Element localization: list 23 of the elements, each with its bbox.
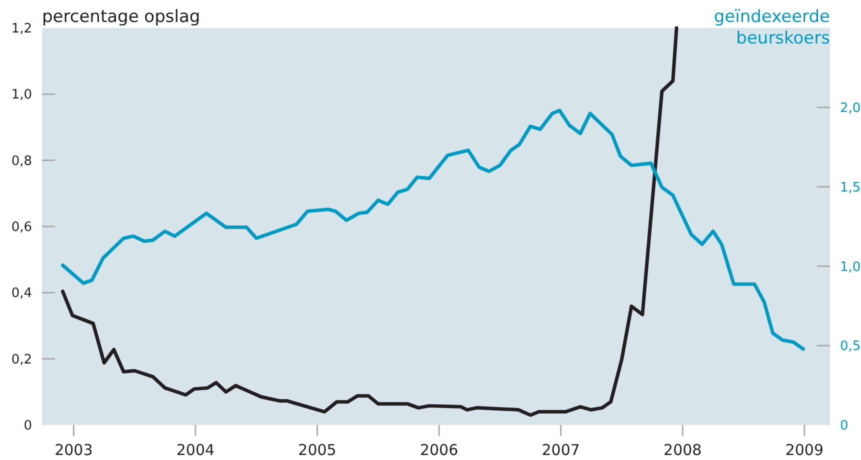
y2-tick-label: 0,5: [840, 339, 861, 354]
x-tick-label: 2006: [420, 441, 458, 459]
x-tick-label: 2004: [176, 441, 215, 459]
y-tick-label: 0,8: [11, 154, 32, 169]
y2-tick-label: 2,0: [840, 100, 861, 116]
y-tick-label: 0,2: [11, 352, 32, 368]
y-tick-label: 1,0: [11, 88, 32, 103]
y-tick-label: 0,6: [11, 220, 32, 236]
y2-tick-label: 1,0: [840, 260, 861, 275]
y-tick-label: 0,4: [11, 286, 32, 302]
x-tick-label: 2003: [54, 441, 93, 459]
y-axis-title: percentage opslag: [42, 7, 200, 27]
x-tick-label: 2009: [785, 441, 824, 459]
y2-tick-label: 1,5: [840, 180, 861, 196]
x-tick-label: 2008: [664, 441, 702, 459]
y2-tick-label: 0: [840, 418, 848, 434]
line-series: [60, 108, 805, 351]
y-tick-label: 1,2: [11, 22, 32, 37]
y-tick-label: 0: [24, 418, 32, 434]
x-tick-label: 2005: [298, 441, 336, 459]
line-series: [60, 26, 678, 417]
x-tick-label: 2007: [542, 441, 580, 459]
y2-axis-title: geïndexeerde beurskoers: [714, 7, 830, 48]
